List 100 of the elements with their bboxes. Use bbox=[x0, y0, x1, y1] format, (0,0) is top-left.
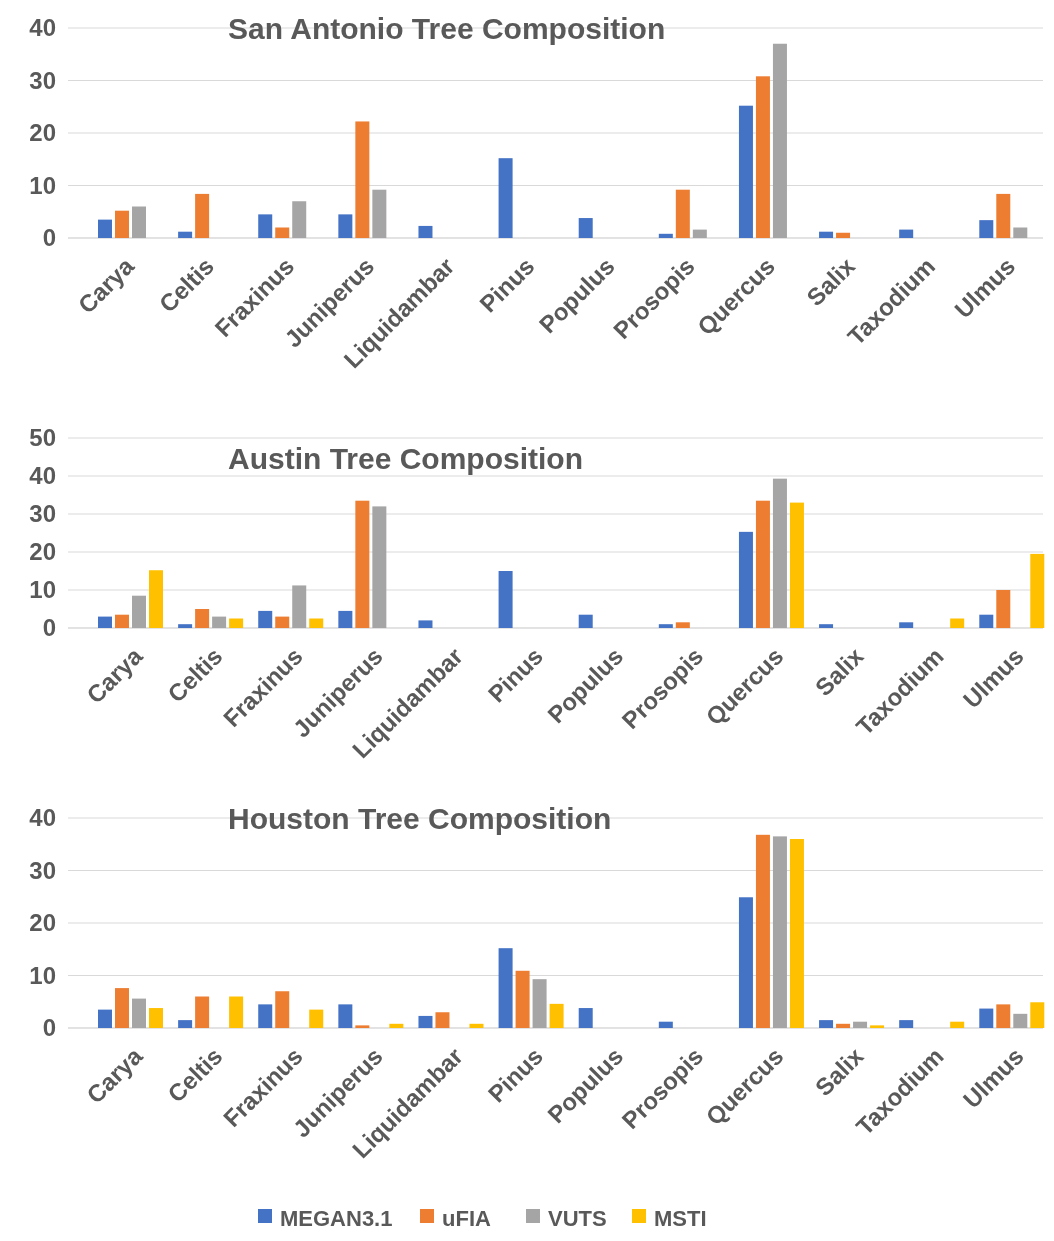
bar bbox=[195, 996, 210, 1028]
bar bbox=[498, 948, 513, 1028]
bar bbox=[372, 506, 387, 628]
bar bbox=[149, 1008, 163, 1028]
bar bbox=[132, 206, 146, 238]
y-tick-label: 40 bbox=[29, 462, 56, 490]
bar bbox=[755, 500, 770, 628]
bar bbox=[658, 233, 673, 238]
bar bbox=[950, 1021, 965, 1028]
bar bbox=[836, 232, 851, 238]
y-tick-label: 40 bbox=[29, 804, 56, 832]
bar bbox=[98, 616, 112, 628]
bar bbox=[950, 618, 965, 628]
bar bbox=[738, 105, 753, 238]
y-tick-label: 10 bbox=[29, 576, 56, 604]
bar bbox=[979, 614, 994, 628]
bar bbox=[132, 998, 146, 1028]
bar bbox=[372, 189, 387, 238]
bar bbox=[515, 970, 530, 1028]
bar bbox=[755, 834, 770, 1028]
bar bbox=[899, 229, 914, 238]
bar bbox=[229, 996, 244, 1028]
legend-label: uFIA bbox=[442, 1205, 491, 1231]
bar bbox=[115, 614, 129, 628]
bar bbox=[979, 1008, 994, 1028]
legend-label: MEGAN3.1 bbox=[280, 1205, 393, 1231]
bar bbox=[996, 1004, 1011, 1028]
y-tick-label: 50 bbox=[29, 424, 56, 452]
bar bbox=[675, 189, 690, 238]
bar bbox=[819, 624, 834, 628]
y-tick-label: 10 bbox=[29, 961, 56, 989]
bar bbox=[309, 1009, 324, 1028]
bar bbox=[692, 229, 707, 238]
bar bbox=[578, 614, 593, 628]
bar bbox=[355, 1025, 370, 1028]
bar bbox=[772, 43, 787, 238]
y-tick-label: 30 bbox=[29, 500, 56, 528]
bar bbox=[819, 231, 834, 238]
bar bbox=[355, 121, 370, 238]
bar bbox=[532, 979, 547, 1028]
bar bbox=[275, 616, 290, 628]
bar bbox=[212, 616, 227, 628]
bar bbox=[789, 502, 804, 628]
bar bbox=[899, 1020, 914, 1028]
chart-title: Austin Tree Composition bbox=[228, 441, 584, 475]
bar bbox=[979, 220, 994, 238]
y-tick-label: 20 bbox=[29, 119, 56, 147]
bar bbox=[355, 500, 370, 628]
bar bbox=[338, 1004, 353, 1028]
bar bbox=[195, 193, 210, 238]
bar bbox=[772, 478, 787, 628]
bar bbox=[1013, 1013, 1028, 1028]
bar bbox=[498, 571, 513, 628]
bar bbox=[498, 158, 513, 238]
bar bbox=[469, 1023, 484, 1028]
bar bbox=[275, 227, 290, 238]
bar bbox=[435, 1012, 450, 1028]
legend-label: MSTI bbox=[654, 1205, 707, 1231]
bar bbox=[675, 622, 690, 628]
bar bbox=[658, 1021, 673, 1028]
bar bbox=[115, 210, 129, 238]
bar bbox=[275, 991, 290, 1028]
y-tick-label: 40 bbox=[29, 14, 56, 42]
bar bbox=[996, 193, 1011, 238]
bar bbox=[258, 1004, 273, 1028]
bar bbox=[309, 618, 324, 628]
bar bbox=[819, 1020, 834, 1028]
bar bbox=[132, 595, 146, 628]
bar bbox=[738, 531, 753, 628]
y-tick-label: 0 bbox=[42, 614, 56, 642]
bar bbox=[1030, 553, 1045, 628]
bar bbox=[899, 622, 914, 628]
bar bbox=[1030, 1002, 1045, 1028]
y-tick-label: 20 bbox=[29, 909, 56, 937]
bar bbox=[338, 214, 353, 238]
bar bbox=[418, 620, 433, 628]
bar bbox=[738, 897, 753, 1028]
bar bbox=[853, 1021, 868, 1028]
bar bbox=[1013, 227, 1028, 238]
bar bbox=[578, 218, 593, 238]
bar bbox=[178, 231, 193, 238]
y-tick-label: 20 bbox=[29, 538, 56, 566]
chart-title: Houston Tree Composition bbox=[228, 801, 612, 835]
bar bbox=[292, 201, 307, 238]
bar bbox=[229, 618, 244, 628]
y-tick-label: 10 bbox=[29, 171, 56, 199]
bar bbox=[149, 570, 163, 628]
bar bbox=[98, 219, 112, 238]
bar bbox=[418, 1015, 433, 1028]
bar bbox=[578, 1008, 593, 1028]
bar bbox=[870, 1025, 885, 1028]
bar bbox=[178, 1020, 193, 1028]
y-tick-label: 0 bbox=[42, 1014, 56, 1042]
bar bbox=[755, 76, 770, 238]
bar bbox=[258, 214, 273, 238]
bar bbox=[549, 1003, 564, 1028]
bar bbox=[789, 839, 804, 1028]
bar bbox=[292, 585, 307, 628]
y-tick-label: 30 bbox=[29, 856, 56, 884]
bar bbox=[178, 624, 193, 628]
